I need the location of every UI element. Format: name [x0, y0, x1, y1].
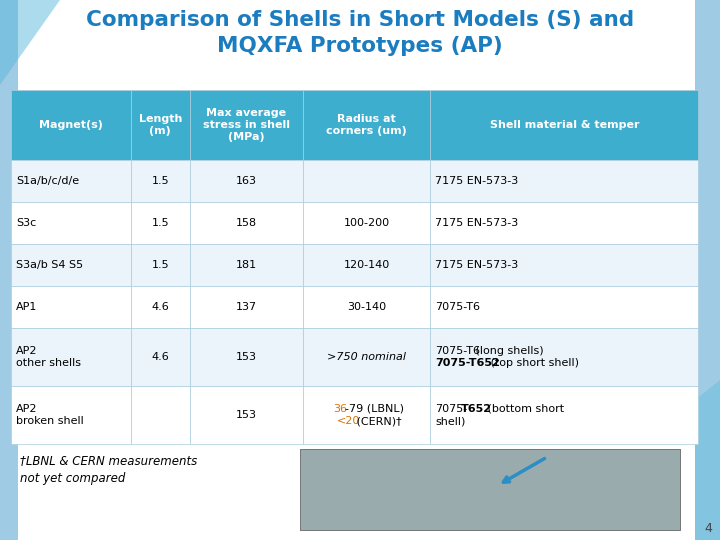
Bar — [303, 286, 431, 328]
Bar — [189, 286, 303, 328]
Bar — [189, 90, 303, 160]
Bar — [431, 90, 698, 160]
Text: 7075-T6: 7075-T6 — [435, 302, 480, 312]
Bar — [189, 244, 303, 286]
Bar — [11, 286, 131, 328]
Bar — [189, 202, 303, 244]
Bar — [303, 160, 431, 202]
Text: <20: <20 — [336, 416, 360, 427]
Text: †LBNL & CERN measurements
not yet compared: †LBNL & CERN measurements not yet compar… — [20, 454, 197, 485]
Polygon shape — [0, 0, 60, 85]
Bar — [431, 386, 698, 444]
Bar — [303, 90, 431, 160]
Bar — [303, 202, 431, 244]
Bar — [300, 449, 680, 530]
Text: 36: 36 — [333, 403, 348, 414]
Text: 4.6: 4.6 — [151, 352, 169, 362]
Bar — [131, 244, 189, 286]
Bar — [11, 160, 131, 202]
Text: 181: 181 — [235, 260, 257, 270]
Bar — [431, 328, 698, 386]
Bar — [431, 202, 698, 244]
Text: Radius at
corners (um): Radius at corners (um) — [326, 114, 407, 136]
Text: 100-200: 100-200 — [343, 218, 390, 228]
Text: 7075-: 7075- — [435, 403, 467, 414]
Bar — [131, 286, 189, 328]
Text: Max average
stress in shell
(MPa): Max average stress in shell (MPa) — [203, 108, 290, 142]
Text: 7075-T652: 7075-T652 — [435, 359, 500, 368]
Bar — [131, 386, 189, 444]
Bar — [431, 286, 698, 328]
Bar — [11, 244, 131, 286]
Bar — [303, 244, 431, 286]
Text: S1a/b/c/d/e: S1a/b/c/d/e — [16, 176, 79, 186]
Text: (top short shell): (top short shell) — [487, 359, 580, 368]
Text: 7075-T6: 7075-T6 — [435, 346, 480, 355]
Text: 4.6: 4.6 — [151, 302, 169, 312]
Bar — [11, 90, 131, 160]
Text: Magnet(s): Magnet(s) — [39, 120, 103, 130]
Text: 7175 EN-573-3: 7175 EN-573-3 — [435, 260, 518, 270]
Bar — [303, 386, 431, 444]
Text: (bottom short: (bottom short — [485, 403, 564, 414]
Text: 7175 EN-573-3: 7175 EN-573-3 — [435, 176, 518, 186]
Text: 7175 EN-573-3: 7175 EN-573-3 — [435, 218, 518, 228]
Text: 1.5: 1.5 — [151, 260, 169, 270]
Text: 137: 137 — [235, 302, 257, 312]
Text: (CERN)†: (CERN)† — [353, 416, 402, 427]
Text: >750 nominal: >750 nominal — [327, 352, 406, 362]
Text: (long shells): (long shells) — [472, 346, 544, 355]
Text: -79 (LBNL): -79 (LBNL) — [345, 403, 404, 414]
Text: 30-140: 30-140 — [347, 302, 386, 312]
Text: 163: 163 — [236, 176, 257, 186]
Text: 1.5: 1.5 — [151, 218, 169, 228]
Polygon shape — [0, 0, 18, 540]
Bar — [303, 328, 431, 386]
Text: Length
(m): Length (m) — [139, 114, 182, 136]
Bar — [431, 244, 698, 286]
Bar — [11, 386, 131, 444]
Text: T652: T652 — [462, 403, 492, 414]
Bar — [131, 328, 189, 386]
Bar — [131, 90, 189, 160]
Polygon shape — [695, 0, 720, 540]
Bar — [131, 160, 189, 202]
Text: Shell material & temper: Shell material & temper — [490, 120, 639, 130]
Text: 153: 153 — [236, 352, 257, 362]
Text: AP1: AP1 — [16, 302, 37, 312]
Text: 153: 153 — [236, 410, 257, 420]
Text: 120-140: 120-140 — [343, 260, 390, 270]
Text: 1.5: 1.5 — [151, 176, 169, 186]
Bar — [189, 386, 303, 444]
Text: S3c: S3c — [16, 218, 36, 228]
Polygon shape — [695, 380, 720, 540]
Bar — [131, 202, 189, 244]
Bar — [11, 202, 131, 244]
Bar — [431, 160, 698, 202]
Text: AP2
other shells: AP2 other shells — [16, 346, 81, 368]
Bar — [189, 160, 303, 202]
Text: AP2
broken shell: AP2 broken shell — [16, 404, 84, 426]
Bar — [300, 449, 680, 530]
Text: S3a/b S4 S5: S3a/b S4 S5 — [16, 260, 83, 270]
Bar — [11, 328, 131, 386]
Text: 4: 4 — [704, 522, 712, 535]
Text: shell): shell) — [435, 416, 466, 427]
Bar — [189, 328, 303, 386]
Text: Comparison of Shells in Short Models (S) and
MQXFA Prototypes (AP): Comparison of Shells in Short Models (S)… — [86, 10, 634, 56]
Text: 158: 158 — [235, 218, 257, 228]
